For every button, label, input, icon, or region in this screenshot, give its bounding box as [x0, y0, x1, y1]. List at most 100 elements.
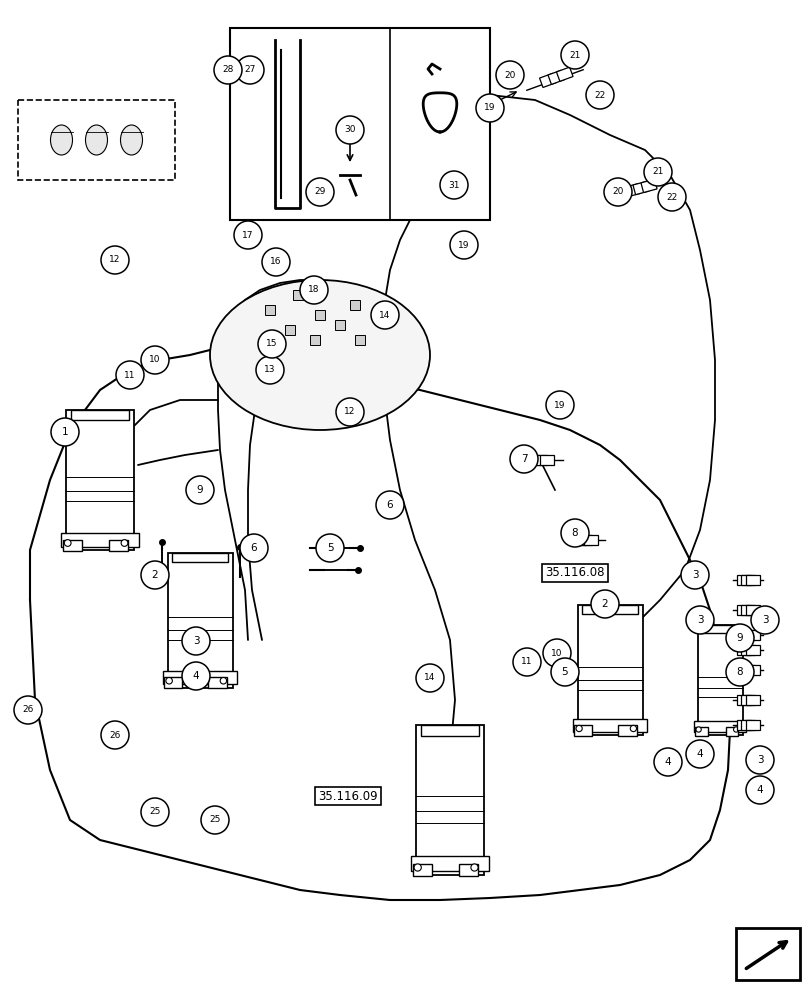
Text: 14: 14 — [424, 674, 436, 682]
Text: 10: 10 — [149, 356, 161, 364]
Circle shape — [686, 740, 714, 768]
Bar — [737, 720, 751, 730]
Bar — [737, 575, 751, 585]
Text: 25: 25 — [209, 816, 221, 824]
Circle shape — [256, 356, 284, 384]
Bar — [572, 535, 586, 545]
Text: 5: 5 — [562, 667, 568, 677]
Circle shape — [686, 606, 714, 634]
Circle shape — [726, 658, 754, 686]
Circle shape — [591, 590, 619, 618]
Circle shape — [654, 748, 682, 776]
Text: 11: 11 — [521, 658, 532, 666]
Bar — [726, 727, 739, 736]
Circle shape — [471, 864, 478, 871]
Bar — [315, 310, 325, 320]
Circle shape — [543, 639, 571, 667]
Bar — [355, 335, 365, 345]
Bar — [413, 864, 431, 876]
Bar — [61, 532, 139, 546]
Bar — [459, 864, 478, 876]
Circle shape — [51, 418, 79, 446]
Text: 20: 20 — [504, 70, 516, 80]
Bar — [164, 677, 183, 688]
Text: 3: 3 — [762, 615, 768, 625]
Bar — [540, 73, 556, 87]
Ellipse shape — [50, 125, 73, 155]
Text: 2: 2 — [152, 570, 158, 580]
Bar — [350, 300, 360, 310]
Text: 17: 17 — [242, 231, 254, 239]
Text: 13: 13 — [264, 365, 276, 374]
Bar — [310, 335, 320, 345]
Text: 18: 18 — [308, 286, 320, 294]
Circle shape — [371, 301, 399, 329]
Bar — [737, 630, 751, 640]
Circle shape — [336, 398, 364, 426]
Bar — [540, 455, 553, 465]
Text: 4: 4 — [756, 785, 764, 795]
Bar — [526, 455, 541, 465]
Circle shape — [604, 178, 632, 206]
Bar — [285, 325, 295, 335]
Bar — [701, 625, 739, 633]
Bar — [741, 665, 755, 675]
Text: 9: 9 — [196, 485, 204, 495]
Bar — [746, 630, 760, 640]
Bar — [109, 540, 128, 551]
Circle shape — [726, 624, 754, 652]
Text: 10: 10 — [551, 648, 562, 658]
Text: 15: 15 — [267, 340, 278, 349]
Ellipse shape — [86, 125, 107, 155]
Text: 29: 29 — [314, 188, 326, 196]
Circle shape — [414, 864, 421, 871]
Text: 12: 12 — [344, 408, 356, 416]
Bar — [737, 605, 751, 615]
Bar — [578, 535, 592, 545]
Text: 4: 4 — [696, 749, 703, 759]
Circle shape — [376, 491, 404, 519]
Text: 26: 26 — [109, 730, 120, 740]
Circle shape — [182, 662, 210, 690]
Text: 3: 3 — [692, 570, 698, 580]
Bar — [573, 719, 647, 732]
Bar — [584, 535, 598, 545]
Bar — [162, 671, 238, 684]
Text: 9: 9 — [737, 633, 743, 643]
Circle shape — [141, 346, 169, 374]
Circle shape — [513, 648, 541, 676]
Text: 3: 3 — [696, 615, 703, 625]
Text: 35.116.09: 35.116.09 — [318, 790, 378, 802]
Text: 22: 22 — [667, 192, 678, 202]
Text: 3: 3 — [756, 755, 764, 765]
Circle shape — [186, 476, 214, 504]
Bar — [741, 605, 755, 615]
Text: 8: 8 — [572, 528, 579, 538]
Bar — [618, 725, 637, 736]
Circle shape — [240, 534, 268, 562]
Bar — [697, 625, 743, 735]
Text: 26: 26 — [23, 706, 34, 714]
Text: 3: 3 — [192, 636, 200, 646]
Bar — [633, 181, 649, 195]
Text: 21: 21 — [570, 50, 581, 60]
Bar — [737, 645, 751, 655]
Text: 6: 6 — [250, 543, 257, 553]
Text: 4: 4 — [192, 671, 200, 681]
Circle shape — [450, 231, 478, 259]
Text: 4: 4 — [665, 757, 671, 767]
Circle shape — [510, 445, 538, 473]
Circle shape — [300, 276, 328, 304]
Bar — [574, 725, 592, 736]
Text: 14: 14 — [379, 310, 391, 320]
Bar — [746, 720, 760, 730]
Circle shape — [316, 534, 344, 562]
Text: 2: 2 — [602, 599, 608, 609]
Circle shape — [258, 330, 286, 358]
Text: 1: 1 — [61, 427, 69, 437]
Bar — [583, 605, 638, 614]
Bar — [533, 455, 547, 465]
Circle shape — [476, 94, 504, 122]
Circle shape — [116, 361, 144, 389]
Circle shape — [201, 806, 229, 834]
